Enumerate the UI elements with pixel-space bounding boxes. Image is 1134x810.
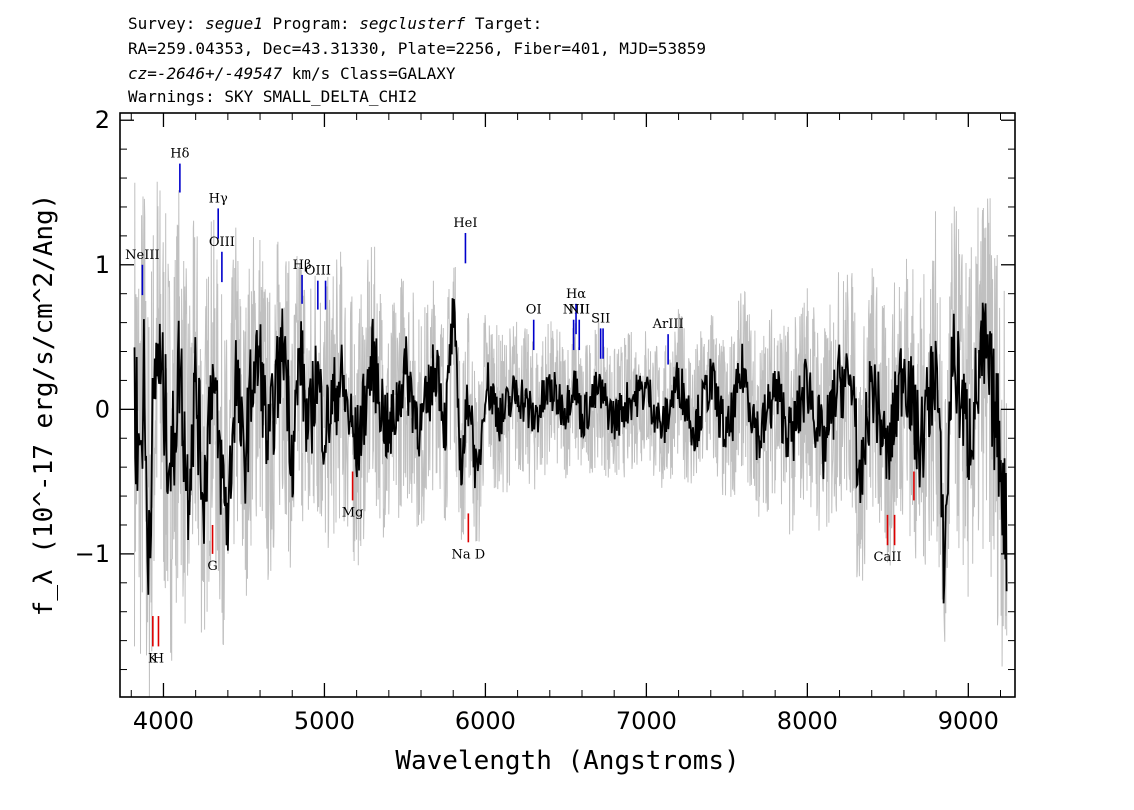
program-value: segclusterf [359, 14, 466, 33]
x-tick-label: 7000 [616, 707, 677, 735]
cz-rest: km/s Class=GALAXY [282, 64, 456, 83]
x-tick-label: 8000 [777, 707, 838, 735]
survey-value: segue1 [205, 14, 263, 33]
absorption-line-label: H [153, 651, 164, 666]
program-label: Program: [272, 14, 350, 33]
x-tick-label: 5000 [294, 707, 355, 735]
absorption-line-label: G [207, 559, 217, 574]
x-axis-title: Wavelength (Angstroms) [395, 746, 739, 776]
survey-label: Survey: [128, 14, 196, 33]
header-line-survey: Survey: segue1 Program: segclusterf Targ… [128, 14, 542, 33]
cz-value: -2646+/-49547 [156, 64, 283, 83]
header-line-redshift: cz=-2646+/-49547 km/s Class=GALAXY [128, 64, 456, 83]
cz-label: cz= [128, 64, 157, 83]
emission-line-label: Hα [566, 287, 586, 302]
target-label: Target: [474, 14, 543, 33]
emission-line-label: Hδ [170, 147, 189, 162]
emission-line-label: HeI [453, 216, 477, 231]
absorption-line-label: Na D [451, 547, 485, 562]
x-tick-label: 6000 [455, 707, 516, 735]
flux-line [133, 298, 1008, 604]
x-tick-label: 9000 [938, 707, 999, 735]
emission-line-label: OI [526, 303, 542, 318]
emission-line-label: Hβ [293, 258, 312, 273]
y-tick-label: 0 [95, 395, 110, 423]
plot-frame [119, 112, 1016, 698]
header-line-warnings: Warnings: SKY SMALL_DELTA_CHI2 [128, 87, 417, 106]
emission-line-label: NII [563, 303, 585, 318]
flux-layer [133, 298, 1008, 604]
x-tick-label: 4000 [133, 707, 194, 735]
emission-line-label: Hγ [209, 191, 228, 206]
absorption-line-label: K [148, 651, 158, 666]
emission-line-label: ArIII [652, 317, 684, 332]
y-tick-label: −1 [75, 540, 110, 568]
absorption-line-label: CaII [874, 550, 902, 565]
y-tick-label: 2 [95, 106, 110, 134]
emission-line-label: SII [591, 311, 610, 326]
absorption-line-label: Mg [342, 505, 364, 520]
y-tick-label: 1 [95, 251, 110, 279]
emission-line-label: NeIII [125, 248, 159, 263]
emission-line-label: OIII [209, 235, 235, 250]
axes-layer: 4000 5000 6000 7000 8000 9000 −1 0 1 2 Wavelength … [29, 106, 1016, 776]
emission-line-label: OIII [305, 264, 331, 279]
header-line-coords: RA=259.04353, Dec=43.31330, Plate=2256, … [128, 39, 706, 58]
emission-line-label: NII [568, 303, 590, 318]
y-axis-title: f_λ (10^-17 erg/s/cm^2/Ang) [29, 194, 59, 617]
